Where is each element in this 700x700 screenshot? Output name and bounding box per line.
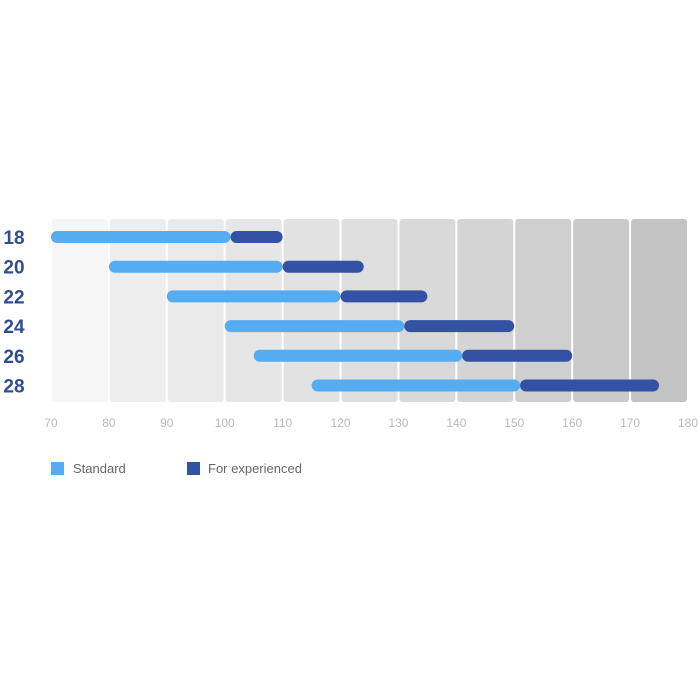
bar-standard-18 (51, 231, 231, 243)
column-bands (52, 219, 687, 402)
x-tick-label: 110 (273, 416, 292, 430)
bar-experienced-26 (462, 349, 573, 362)
column-band (167, 219, 224, 402)
bar-standard-26 (253, 349, 463, 362)
column-band (573, 219, 630, 402)
bar-standard-22 (166, 290, 341, 303)
category-label: 18 (3, 228, 24, 249)
x-axis-ticks: 70 80 90 100 110 120 130 140 150 160 170 180 (44, 416, 698, 430)
x-tick-label: 130 (388, 416, 408, 430)
category-label: 28 (3, 377, 24, 398)
x-tick-label: 100 (215, 416, 235, 430)
bar-experienced-22 (340, 290, 428, 303)
category-label: 24 (3, 317, 25, 338)
bar-experienced-20 (282, 260, 364, 273)
x-tick-label: 90 (160, 416, 174, 430)
column-band (341, 219, 398, 402)
column-band (515, 219, 572, 402)
column-band (52, 219, 108, 402)
x-tick-label: 80 (102, 416, 116, 430)
column-band (109, 219, 166, 402)
column-band (283, 219, 340, 402)
x-tick-label: 150 (504, 416, 524, 430)
column-band (631, 219, 687, 402)
category-label: 20 (3, 258, 24, 279)
x-tick-label: 180 (678, 416, 698, 430)
column-band (225, 219, 282, 402)
legend-label: For experienced (208, 461, 302, 476)
category-label: 26 (3, 347, 24, 368)
bar-experienced-18 (230, 231, 283, 243)
x-tick-label: 70 (44, 416, 58, 430)
x-tick-label: 120 (331, 416, 351, 430)
legend-swatch (187, 462, 200, 475)
bar-group (51, 231, 660, 392)
bar-experienced-24 (404, 320, 515, 333)
category-label: 22 (3, 287, 24, 308)
x-tick-label: 170 (620, 416, 640, 430)
column-band (399, 219, 456, 402)
legend: Standard For experienced (51, 461, 302, 476)
column-band (457, 219, 514, 402)
legend-label: Standard (73, 461, 126, 476)
bar-standard-20 (108, 260, 283, 273)
bar-standard-28 (311, 379, 521, 392)
x-tick-label: 140 (446, 416, 466, 430)
category-labels: 18 20 22 24 26 28 (3, 228, 25, 398)
bar-experienced-28 (520, 379, 660, 392)
legend-swatch (51, 462, 64, 475)
x-tick-label: 160 (562, 416, 582, 430)
bar-standard-24 (224, 320, 405, 333)
